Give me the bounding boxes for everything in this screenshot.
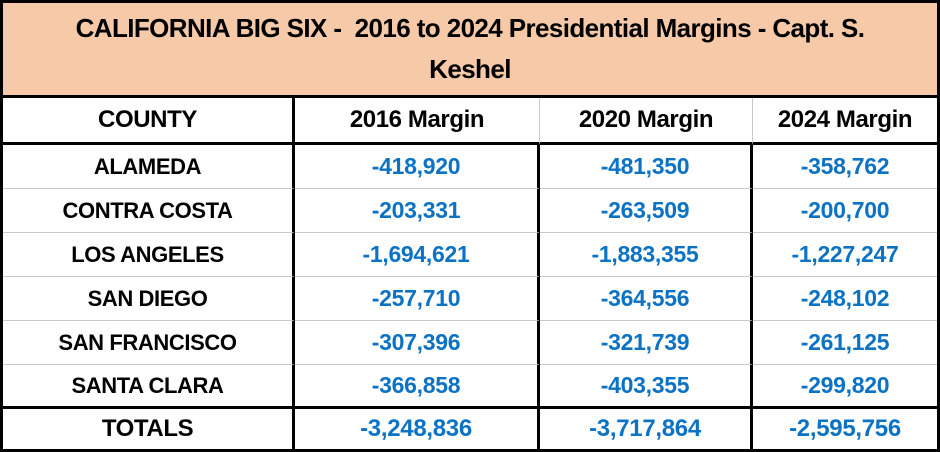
county-cell: ALAMEDA — [3, 145, 295, 189]
margins-table: COUNTY 2016 Margin 2020 Margin 2024 Marg… — [3, 98, 937, 449]
totals-2016-cell: -3,248,836 — [295, 409, 540, 449]
county-cell: SANTA CLARA — [3, 365, 295, 409]
margin-2020-cell: -403,355 — [540, 365, 753, 409]
totals-2020-cell: -3,717,864 — [540, 409, 753, 449]
table-title-line1: CALIFORNIA BIG SIX - 2016 to 2024 Presid… — [75, 13, 865, 43]
margin-2024-cell: -358,762 — [753, 145, 937, 189]
margin-2024-cell: -261,125 — [753, 321, 937, 365]
margin-2016-cell: -203,331 — [295, 189, 540, 233]
column-header-county: COUNTY — [3, 98, 295, 145]
totals-label-cell: TOTALS — [3, 409, 295, 449]
county-cell: LOS ANGELES — [3, 233, 295, 277]
county-cell: CONTRA COSTA — [3, 189, 295, 233]
table-title-line2: Keshel — [429, 54, 511, 84]
margin-2016-cell: -1,694,621 — [295, 233, 540, 277]
county-cell: SAN DIEGO — [3, 277, 295, 321]
column-header-2024-margin: 2024 Margin — [753, 98, 937, 145]
margin-2016-cell: -307,396 — [295, 321, 540, 365]
margin-2020-cell: -481,350 — [540, 145, 753, 189]
margin-2020-cell: -263,509 — [540, 189, 753, 233]
margin-2020-cell: -321,739 — [540, 321, 753, 365]
totals-2024-cell: -2,595,756 — [789, 415, 901, 442]
margin-2020-cell: -1,883,355 — [540, 233, 753, 277]
column-header-2016-margin: 2016 Margin — [295, 98, 540, 145]
table-title: CALIFORNIA BIG SIX - 2016 to 2024 Presid… — [3, 3, 937, 98]
margin-2024-cell: -200,700 — [753, 189, 937, 233]
margin-2024-cell: -248,102 — [753, 277, 937, 321]
margin-2016-cell: -257,710 — [295, 277, 540, 321]
margin-2024-cell: -1,227,247 — [753, 233, 937, 277]
margin-2020-cell: -364,556 — [540, 277, 753, 321]
margin-2024-cell: -299,820 — [753, 365, 937, 409]
county-cell: SAN FRANCISCO — [3, 321, 295, 365]
margin-2016-cell: -366,858 — [295, 365, 540, 409]
column-header-2020-margin: 2020 Margin — [540, 98, 753, 145]
margin-2016-cell: -418,920 — [295, 145, 540, 189]
